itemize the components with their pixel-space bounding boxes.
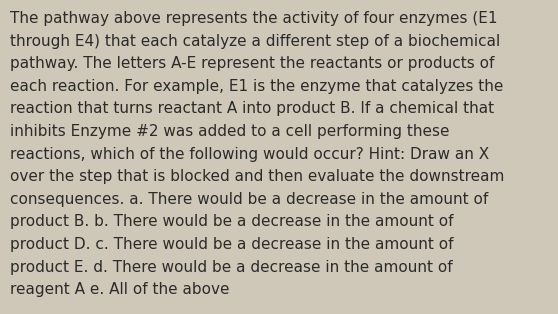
Text: over the step that is blocked and then evaluate the downstream: over the step that is blocked and then e… <box>10 169 504 184</box>
Text: reagent A e. All of the above: reagent A e. All of the above <box>10 282 229 297</box>
Text: through E4) that each catalyze a different step of a biochemical: through E4) that each catalyze a differe… <box>10 34 501 49</box>
Text: consequences. a. There would be a decrease in the amount of: consequences. a. There would be a decrea… <box>10 192 488 207</box>
Text: product E. d. There would be a decrease in the amount of: product E. d. There would be a decrease … <box>10 260 453 275</box>
Text: product B. b. There would be a decrease in the amount of: product B. b. There would be a decrease … <box>10 214 454 230</box>
Text: each reaction. For example, E1 is the enzyme that catalyzes the: each reaction. For example, E1 is the en… <box>10 79 503 94</box>
Text: inhibits Enzyme #2 was added to a cell performing these: inhibits Enzyme #2 was added to a cell p… <box>10 124 450 139</box>
Text: reaction that turns reactant A into product B. If a chemical that: reaction that turns reactant A into prod… <box>10 101 494 116</box>
Text: product D. c. There would be a decrease in the amount of: product D. c. There would be a decrease … <box>10 237 454 252</box>
Text: reactions, which of the following would occur? Hint: Draw an X: reactions, which of the following would … <box>10 147 489 162</box>
Text: pathway. The letters A-E represent the reactants or products of: pathway. The letters A-E represent the r… <box>10 56 494 71</box>
Text: The pathway above represents the activity of four enzymes (E1: The pathway above represents the activit… <box>10 11 498 26</box>
